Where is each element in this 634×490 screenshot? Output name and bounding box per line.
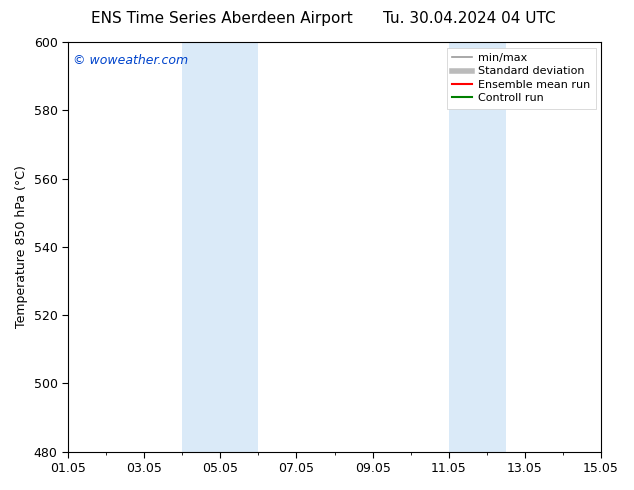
Text: © woweather.com: © woweather.com	[74, 54, 188, 67]
Bar	[182, 42, 259, 452]
Legend: min/max, Standard deviation, Ensemble mean run, Controll run: min/max, Standard deviation, Ensemble me…	[446, 48, 595, 109]
Text: Tu. 30.04.2024 04 UTC: Tu. 30.04.2024 04 UTC	[383, 11, 555, 26]
Y-axis label: Temperature 850 hPa (°C): Temperature 850 hPa (°C)	[15, 166, 28, 328]
Bar	[449, 42, 506, 452]
Text: ENS Time Series Aberdeen Airport: ENS Time Series Aberdeen Airport	[91, 11, 353, 26]
